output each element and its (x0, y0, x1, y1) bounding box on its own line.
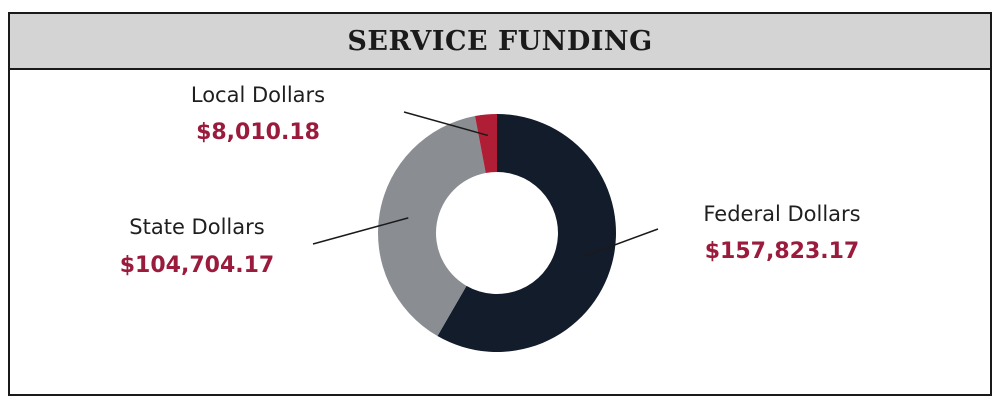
federal-dollars-value: $157,823.17 (705, 239, 859, 264)
state-dollars-slice (378, 116, 486, 337)
federal-dollars-leader-line (583, 228, 659, 258)
local-dollars-leader-line (403, 111, 489, 137)
local-dollars-label: Local Dollars (191, 83, 325, 107)
federal-dollars-label: Federal Dollars (703, 202, 860, 226)
donut-slices (378, 114, 616, 352)
state-dollars-leader-line (312, 217, 409, 245)
state-dollars-value: $104,704.17 (120, 253, 274, 278)
local-dollars-value: $8,010.18 (196, 120, 320, 145)
panel-header: SERVICE FUNDING (10, 14, 990, 70)
federal-dollars-slice (437, 114, 616, 352)
local-dollars-slice (474, 114, 497, 174)
panel-title: SERVICE FUNDING (347, 25, 653, 57)
leader-lines (312, 111, 659, 258)
state-dollars-label: State Dollars (129, 215, 264, 239)
